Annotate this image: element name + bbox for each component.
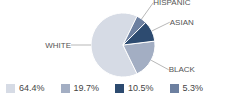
html-text:19.7%: 19.7% [73, 83, 100, 93]
html-text:64.4%: 64.4% [19, 83, 45, 93]
svg-text:WHITE: WHITE [45, 41, 71, 50]
svg-text:BLACK: BLACK [169, 65, 196, 74]
html-text:5.3%: 5.3% [182, 83, 204, 93]
svg-text:HISPANIC: HISPANIC [153, 0, 190, 7]
svg-text:ASIAN: ASIAN [170, 18, 194, 27]
html-text:10.5%: 10.5% [128, 83, 154, 93]
